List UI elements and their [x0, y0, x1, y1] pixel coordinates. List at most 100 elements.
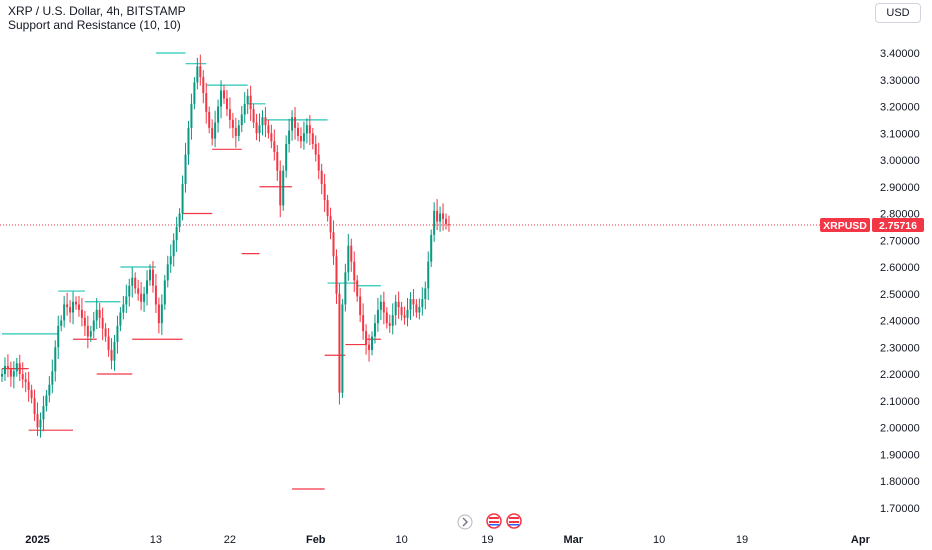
candle-body — [311, 133, 314, 144]
y-tick-label: 2.00000 — [880, 423, 920, 435]
candle-body — [320, 170, 323, 185]
candle-body — [89, 331, 92, 337]
last-price-tag: XRPUSD 2.75716 — [820, 217, 924, 232]
y-tick-label: 3.10000 — [880, 128, 920, 140]
y-tick-label: 1.90000 — [880, 449, 920, 461]
time-axis[interactable]: 2025 13 22 Feb 10 19 Mar 10 19 Apr — [25, 534, 870, 546]
event-icons[interactable] — [457, 513, 522, 530]
candle-body — [12, 371, 15, 377]
candle-body — [344, 272, 347, 305]
candle-body — [36, 414, 39, 428]
candle-body — [365, 331, 368, 345]
candle-body — [199, 66, 202, 78]
candle-body — [169, 256, 172, 265]
candle-body — [72, 301, 75, 313]
candle-body — [225, 98, 228, 110]
candle-body — [80, 309, 83, 318]
candle-body — [57, 325, 60, 348]
candle-body — [329, 216, 332, 233]
candle-body — [243, 103, 246, 115]
candle-body — [217, 106, 220, 123]
candle-body — [172, 240, 175, 257]
candle-body — [276, 151, 279, 171]
candle-body — [48, 384, 51, 396]
candle-body — [214, 122, 217, 139]
candle-body — [131, 277, 134, 286]
candle-body — [101, 317, 104, 329]
candle-body — [15, 363, 18, 372]
candle-body — [205, 93, 208, 112]
candle-body — [237, 125, 240, 136]
candle-body — [270, 133, 273, 142]
support-resistance-levels — [2, 52, 381, 490]
y-tick-label: 1.70000 — [880, 503, 920, 515]
candle-body — [391, 315, 394, 326]
x-tick-label: 13 — [150, 534, 162, 546]
y-tick-label: 3.20000 — [880, 102, 920, 114]
candle-body — [125, 296, 128, 305]
candle-body — [9, 368, 12, 377]
candle-body — [77, 304, 80, 310]
candle-body — [231, 119, 234, 128]
candle-body — [86, 325, 89, 337]
candle-body — [297, 127, 299, 136]
candle-body — [39, 419, 42, 428]
candle-body — [45, 395, 48, 407]
candle-body — [184, 154, 187, 185]
candle-body — [98, 309, 101, 318]
us-flag-icon[interactable] — [506, 513, 522, 529]
y-tick-label: 3.40000 — [880, 48, 920, 60]
candle-body — [160, 304, 163, 324]
candle-body — [33, 398, 36, 415]
candle-body — [264, 117, 267, 126]
candle-body — [137, 288, 140, 294]
price-tag-value: 2.75716 — [879, 220, 917, 232]
x-tick-label: Mar — [563, 534, 583, 546]
candle-body — [196, 66, 199, 83]
candle-body — [228, 109, 231, 120]
candle-body — [406, 309, 409, 318]
candle-body — [223, 90, 225, 99]
x-tick-label: 19 — [736, 534, 748, 546]
candle-body — [255, 122, 258, 134]
candle-body — [373, 323, 376, 337]
candle-body — [288, 130, 291, 144]
candle-body — [92, 320, 95, 332]
candle-body — [347, 245, 350, 273]
candle-body — [291, 117, 294, 131]
x-tick-label: 2025 — [25, 534, 49, 546]
candle-body — [42, 406, 45, 420]
candle-body — [371, 336, 373, 350]
candle-body — [24, 379, 27, 383]
candle-body — [3, 365, 6, 374]
candle-body — [1, 374, 3, 377]
candle-body — [202, 77, 205, 94]
y-tick-label: 2.10000 — [880, 396, 920, 408]
candle-body — [107, 336, 110, 350]
candle-body — [424, 288, 427, 300]
y-tick-label: 3.00000 — [880, 155, 920, 167]
candle-body — [400, 307, 403, 316]
candle-body — [447, 224, 450, 226]
candle-body — [178, 213, 181, 227]
candle-body — [190, 103, 193, 128]
price-axis[interactable]: 3.40000 3.30000 3.20000 3.10000 3.00000 2.900… — [880, 48, 920, 515]
candle-body — [427, 261, 430, 289]
candle-body — [110, 349, 113, 361]
candle-body — [149, 269, 151, 281]
candle-body — [122, 304, 125, 313]
candle-body — [128, 285, 131, 297]
indicator-label[interactable]: Support and Resistance (10, 10) — [8, 18, 181, 32]
price-tag-symbol: XRPUSD — [823, 220, 867, 232]
y-tick-label: 2.20000 — [880, 369, 920, 381]
candle-body — [335, 256, 338, 294]
us-flag-icon[interactable] — [486, 513, 502, 529]
candle-body — [258, 125, 261, 134]
currency-selector[interactable]: USD — [875, 3, 921, 23]
candle-body — [341, 304, 344, 393]
candle-body — [51, 371, 54, 385]
dividend-icon[interactable] — [457, 514, 473, 530]
candle-body — [379, 301, 382, 310]
x-tick-label: 22 — [224, 534, 236, 546]
